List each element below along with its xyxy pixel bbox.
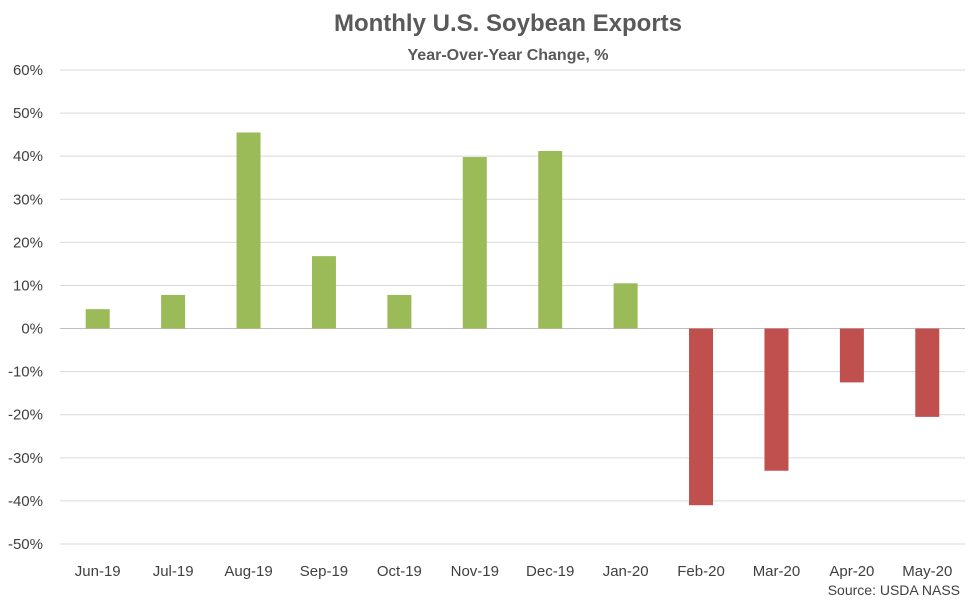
bar — [839, 328, 864, 383]
y-tick-label: 50% — [13, 105, 43, 122]
x-tick-label: Sep-19 — [300, 563, 348, 580]
x-tick-label: Oct-19 — [377, 563, 422, 580]
y-tick-label: 30% — [13, 191, 43, 208]
bars — [85, 132, 940, 506]
x-tick-label: Aug-19 — [224, 563, 272, 580]
gridlines — [60, 69, 965, 545]
source-note: Source: USDA NASS — [828, 582, 960, 598]
y-tick-label: -40% — [8, 493, 43, 510]
bar — [462, 157, 487, 329]
y-tick-label: -20% — [8, 407, 43, 424]
bar — [161, 294, 186, 329]
y-tick-label: -30% — [8, 450, 43, 467]
x-tick-label: Feb-20 — [677, 563, 725, 580]
bar — [85, 309, 110, 329]
y-tick-label: 40% — [13, 148, 43, 165]
bar — [311, 256, 336, 329]
x-tick-label: May-20 — [902, 563, 952, 580]
bar — [236, 132, 261, 329]
x-tick-label: Nov-19 — [451, 563, 499, 580]
x-tick-label: Mar-20 — [753, 563, 801, 580]
y-tick-label: 60% — [13, 62, 43, 79]
y-axis-ticks: -50% -40% -30% -20% -10% 0% 10% 20% 30% 40% 50% 60% — [8, 62, 43, 553]
chart-title: Monthly U.S. Soybean Exports — [334, 10, 682, 37]
y-tick-label: -10% — [8, 364, 43, 381]
bar — [915, 328, 940, 417]
y-tick-label: 0% — [21, 321, 43, 338]
y-tick-label: 10% — [13, 277, 43, 294]
y-tick-label: -50% — [8, 536, 43, 553]
bar — [387, 294, 412, 329]
x-tick-label: Jul-19 — [153, 563, 194, 580]
bar — [613, 283, 638, 329]
x-tick-label: Dec-19 — [526, 563, 574, 580]
bar — [538, 151, 563, 329]
x-tick-label: Apr-20 — [829, 563, 874, 580]
chart-subtitle: Year-Over-Year Change, % — [408, 47, 609, 64]
x-tick-label: Jan-20 — [603, 563, 649, 580]
x-axis-ticks: Jun-19 Jul-19 Aug-19 Sep-19 Oct-19 Nov-19 Dec-… — [75, 563, 953, 580]
bar — [764, 328, 789, 471]
x-tick-label: Jun-19 — [75, 563, 121, 580]
bar — [689, 328, 714, 506]
y-tick-label: 20% — [13, 234, 43, 251]
